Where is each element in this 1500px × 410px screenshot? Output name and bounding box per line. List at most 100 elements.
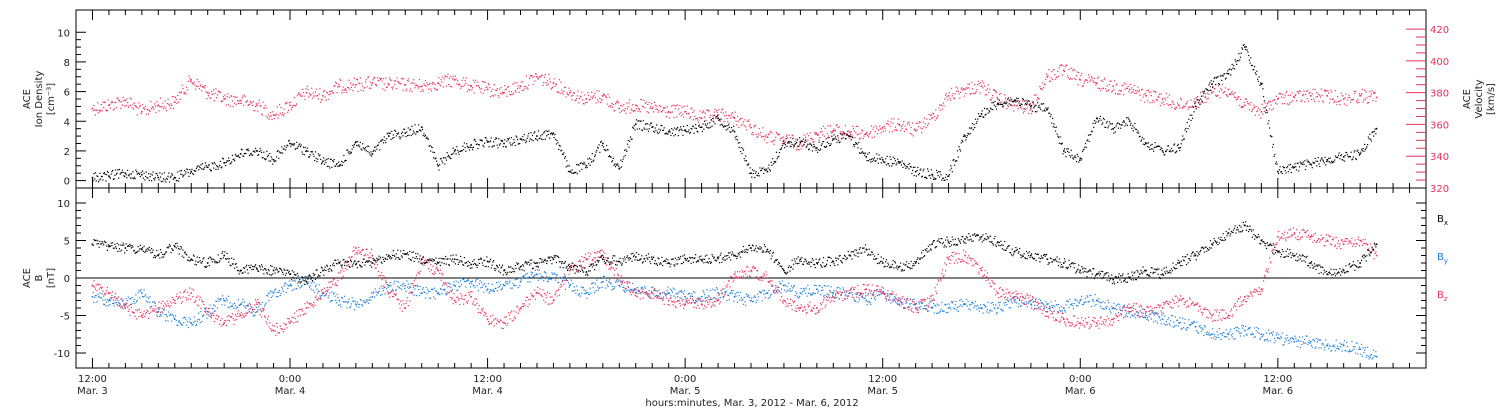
data-point — [808, 149, 810, 151]
data-point — [1370, 93, 1372, 95]
data-point — [282, 114, 284, 117]
data-point — [96, 301, 98, 303]
data-point — [1266, 105, 1268, 107]
data-point — [794, 294, 796, 296]
data-point — [260, 303, 262, 306]
data-point — [961, 87, 963, 89]
data-point — [743, 296, 745, 298]
data-point — [1117, 303, 1119, 305]
data-point — [1176, 102, 1179, 104]
data-point — [573, 91, 575, 94]
data-point — [1156, 100, 1158, 102]
data-point — [507, 85, 510, 88]
data-point — [420, 85, 423, 88]
data-point — [831, 135, 833, 137]
data-point — [1141, 136, 1143, 139]
data-point — [1333, 102, 1335, 104]
data-point — [842, 130, 844, 133]
data-point — [136, 114, 138, 116]
data-point — [434, 298, 436, 300]
data-point — [403, 287, 406, 290]
data-point — [953, 97, 955, 99]
data-point — [487, 82, 489, 85]
data-point — [539, 137, 541, 139]
data-point — [1058, 67, 1060, 69]
data-point — [189, 77, 191, 80]
data-point — [281, 288, 284, 290]
data-point — [898, 303, 900, 306]
data-point — [654, 127, 656, 129]
data-point — [314, 286, 317, 288]
data-point — [681, 129, 683, 132]
data-point — [107, 305, 109, 307]
data-point — [330, 158, 332, 160]
data-point — [448, 84, 450, 86]
data-point — [173, 176, 176, 179]
data-point — [393, 283, 395, 285]
data-point — [422, 135, 424, 137]
data-point — [1124, 125, 1126, 127]
data-point — [479, 280, 481, 282]
data-point — [820, 144, 822, 147]
data-point — [1040, 103, 1042, 105]
data-point — [424, 135, 426, 137]
data-point — [356, 141, 358, 143]
data-point — [1138, 132, 1140, 134]
data-point — [927, 168, 929, 170]
data-point — [1025, 297, 1027, 299]
data-point — [591, 97, 593, 99]
data-point — [1044, 110, 1046, 112]
data-point — [793, 286, 795, 288]
data-point — [92, 291, 94, 293]
data-point — [968, 127, 971, 129]
data-point — [411, 91, 413, 93]
data-point — [913, 174, 915, 177]
data-point — [889, 156, 891, 158]
data-point — [691, 128, 693, 130]
data-point — [424, 297, 427, 299]
data-point — [1286, 90, 1288, 92]
data-point — [1272, 143, 1274, 146]
data-point — [862, 152, 864, 154]
data-point — [458, 286, 460, 288]
data-point — [272, 292, 275, 294]
data-point — [136, 299, 138, 302]
data-point — [1257, 80, 1259, 82]
data-point — [431, 288, 433, 290]
data-point — [1246, 101, 1248, 103]
data-point — [818, 139, 820, 141]
data-point — [1248, 54, 1250, 57]
data-point — [1180, 99, 1182, 101]
data-point — [677, 292, 680, 294]
data-point — [292, 143, 294, 145]
data-point — [177, 171, 179, 173]
data-point — [460, 150, 462, 152]
data-point — [935, 169, 938, 172]
data-point — [1170, 320, 1172, 322]
data-point — [625, 112, 627, 115]
data-point — [579, 95, 581, 97]
data-point — [846, 134, 848, 136]
data-point — [964, 303, 966, 306]
data-point — [253, 150, 255, 152]
data-point — [977, 307, 980, 309]
data-point — [140, 288, 142, 291]
data-point — [436, 89, 439, 91]
data-point — [1098, 297, 1100, 300]
data-point — [632, 127, 635, 129]
data-point — [384, 293, 386, 295]
data-point — [683, 293, 685, 295]
data-point — [801, 145, 803, 147]
data-point — [546, 80, 549, 82]
data-point — [173, 318, 176, 321]
data-point — [630, 289, 632, 291]
data-point — [389, 281, 391, 284]
data-point — [679, 297, 681, 299]
data-point — [711, 120, 713, 122]
data-point — [756, 136, 758, 139]
data-point — [1275, 95, 1277, 97]
data-point — [830, 143, 832, 145]
data-point — [828, 289, 831, 292]
data-point — [858, 138, 861, 140]
data-point — [1152, 311, 1154, 313]
